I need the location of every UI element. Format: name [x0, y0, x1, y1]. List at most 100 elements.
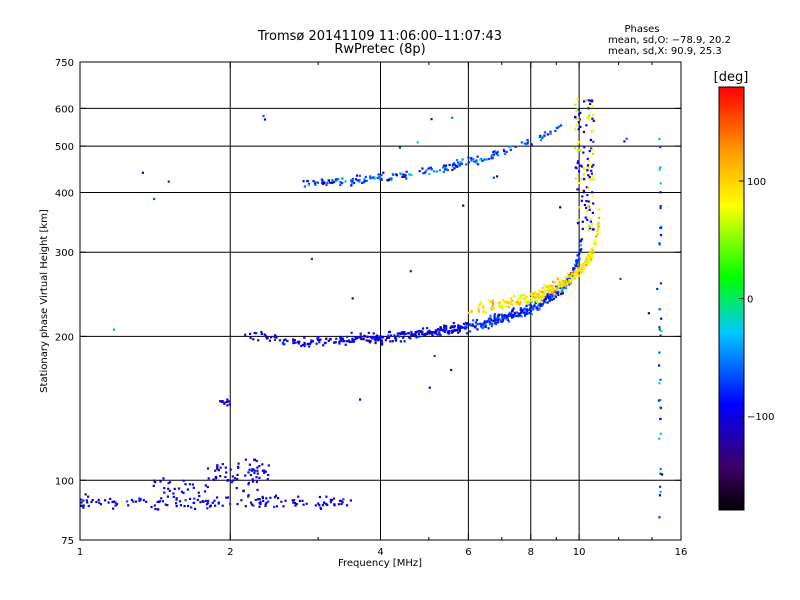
- data-point: [564, 276, 567, 279]
- data-point: [504, 152, 507, 156]
- y-tick-label: 100: [55, 476, 74, 487]
- chart-title: Tromsø 20141109 11:06:00–11:07:43: [257, 29, 502, 44]
- data-point: [592, 163, 595, 167]
- data-point: [547, 285, 551, 288]
- data-point: [221, 504, 224, 507]
- data-point: [496, 317, 499, 320]
- data-point: [430, 118, 433, 121]
- data-point: [447, 332, 450, 335]
- data-point: [301, 499, 304, 502]
- data-point: [590, 256, 593, 259]
- data-point: [330, 499, 334, 502]
- data-point: [369, 175, 372, 178]
- data-point: [477, 307, 480, 310]
- data-point: [559, 285, 562, 288]
- data-point: [659, 205, 662, 208]
- data-point: [386, 178, 389, 182]
- data-point: [530, 300, 533, 303]
- data-point: [214, 476, 218, 479]
- data-point: [579, 264, 583, 267]
- data-point: [130, 498, 133, 502]
- data-point: [310, 257, 313, 260]
- data-point: [115, 503, 118, 506]
- data-point: [339, 335, 342, 339]
- data-point: [293, 339, 296, 342]
- data-point: [556, 284, 560, 287]
- data-point: [376, 176, 379, 179]
- data-point: [507, 320, 511, 323]
- data-point: [469, 330, 472, 333]
- data-point: [659, 207, 662, 210]
- data-point: [491, 304, 494, 307]
- data-point: [506, 314, 509, 317]
- data-point: [273, 338, 277, 341]
- data-point: [184, 483, 187, 486]
- data-point: [329, 501, 332, 504]
- data-point: [598, 208, 601, 211]
- data-point: [204, 484, 207, 487]
- data-point: [505, 314, 508, 317]
- data-point: [401, 332, 404, 335]
- data-point: [482, 305, 485, 308]
- data-point: [428, 172, 431, 176]
- data-point: [403, 340, 406, 343]
- data-point: [159, 480, 162, 483]
- data-point: [597, 226, 600, 230]
- data-point: [356, 337, 359, 340]
- data-point: [376, 337, 380, 340]
- data-point: [341, 338, 344, 341]
- data-point: [585, 264, 588, 267]
- data-point: [474, 324, 477, 327]
- data-point: [590, 257, 593, 261]
- data-point: [340, 499, 343, 503]
- data-point: [566, 272, 569, 275]
- data-point: [491, 322, 494, 325]
- data-point: [462, 326, 465, 329]
- data-point: [591, 254, 594, 257]
- data-point: [266, 337, 269, 340]
- data-point: [585, 186, 588, 189]
- data-point: [496, 175, 499, 178]
- data-point: [213, 478, 216, 481]
- data-point: [490, 319, 493, 322]
- data-point: [459, 326, 462, 329]
- data-point: [84, 493, 87, 496]
- data-point: [576, 270, 579, 273]
- data-point: [535, 299, 538, 302]
- data-point: [582, 262, 585, 265]
- data-point: [541, 302, 544, 305]
- data-point: [474, 321, 478, 324]
- data-point: [585, 206, 588, 209]
- data-point: [587, 200, 590, 203]
- data-point: [558, 125, 561, 128]
- data-point: [508, 145, 511, 148]
- data-point: [543, 290, 547, 293]
- data-point: [373, 177, 376, 180]
- data-point: [453, 329, 456, 332]
- data-point: [493, 317, 496, 320]
- data-point: [387, 178, 390, 182]
- data-point: [139, 498, 142, 501]
- data-point: [346, 335, 349, 338]
- data-point: [587, 167, 590, 170]
- data-point: [224, 475, 227, 479]
- data-point: [523, 307, 526, 310]
- y-tick-label: 300: [55, 248, 74, 259]
- data-point: [575, 117, 579, 121]
- data-point: [389, 340, 392, 343]
- data-point: [659, 182, 662, 185]
- data-point: [585, 257, 588, 260]
- data-point: [492, 176, 495, 179]
- data-point: [511, 310, 514, 313]
- data-point: [549, 287, 552, 290]
- data-point: [580, 165, 583, 168]
- data-point: [489, 317, 492, 320]
- data-point: [80, 501, 83, 504]
- data-point: [178, 500, 182, 503]
- data-point: [324, 341, 327, 344]
- data-point: [372, 332, 375, 335]
- data-point: [660, 226, 663, 229]
- data-point: [314, 181, 317, 184]
- data-point: [368, 341, 372, 344]
- data-point: [451, 325, 454, 328]
